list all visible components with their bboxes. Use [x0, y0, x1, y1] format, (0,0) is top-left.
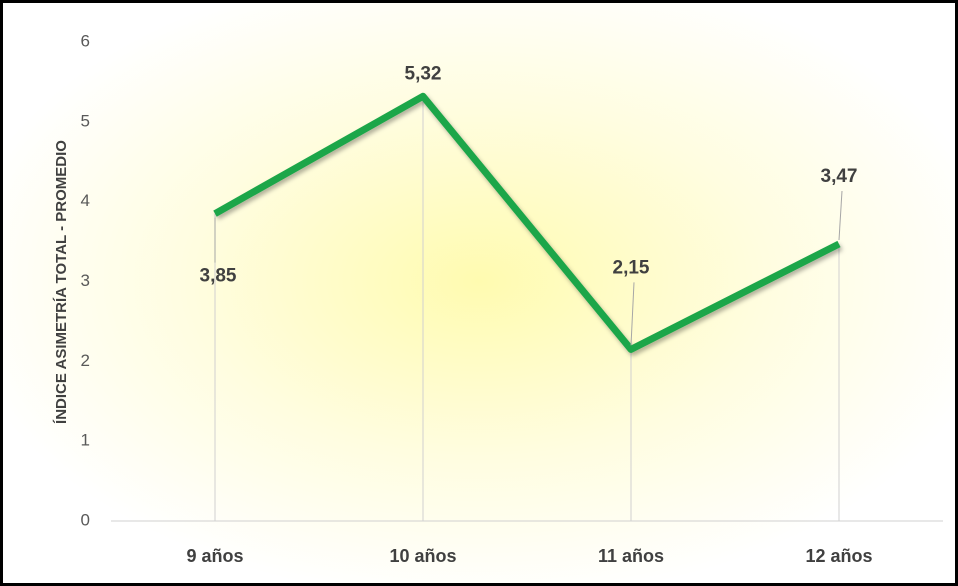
data-label: 3,47	[821, 166, 858, 187]
y-tick-label: 5	[81, 111, 90, 130]
y-tick-label: 2	[81, 351, 90, 370]
y-tick-label: 3	[81, 271, 90, 290]
data-label: 3,85	[200, 266, 237, 287]
y-tick-label: 4	[81, 191, 90, 210]
y-tick-label: 6	[81, 31, 90, 50]
y-tick-label: 0	[81, 510, 90, 529]
leader-line	[838, 190, 843, 241]
series-line	[213, 92, 841, 353]
x-tick-label: 12 años	[805, 546, 872, 566]
y-tick-label: 1	[81, 431, 90, 450]
x-tick-label: 9 años	[186, 546, 243, 566]
x-tick-label: 11 años	[598, 546, 664, 566]
x-tick-label: 10 años	[389, 546, 456, 566]
y-axis-label: ÍNDICE ASIMETRÍA TOTAL - PROMEDIO	[53, 140, 70, 424]
leader-line	[630, 282, 635, 346]
data-label: 2,15	[613, 257, 650, 278]
data-label: 5,32	[405, 63, 442, 84]
